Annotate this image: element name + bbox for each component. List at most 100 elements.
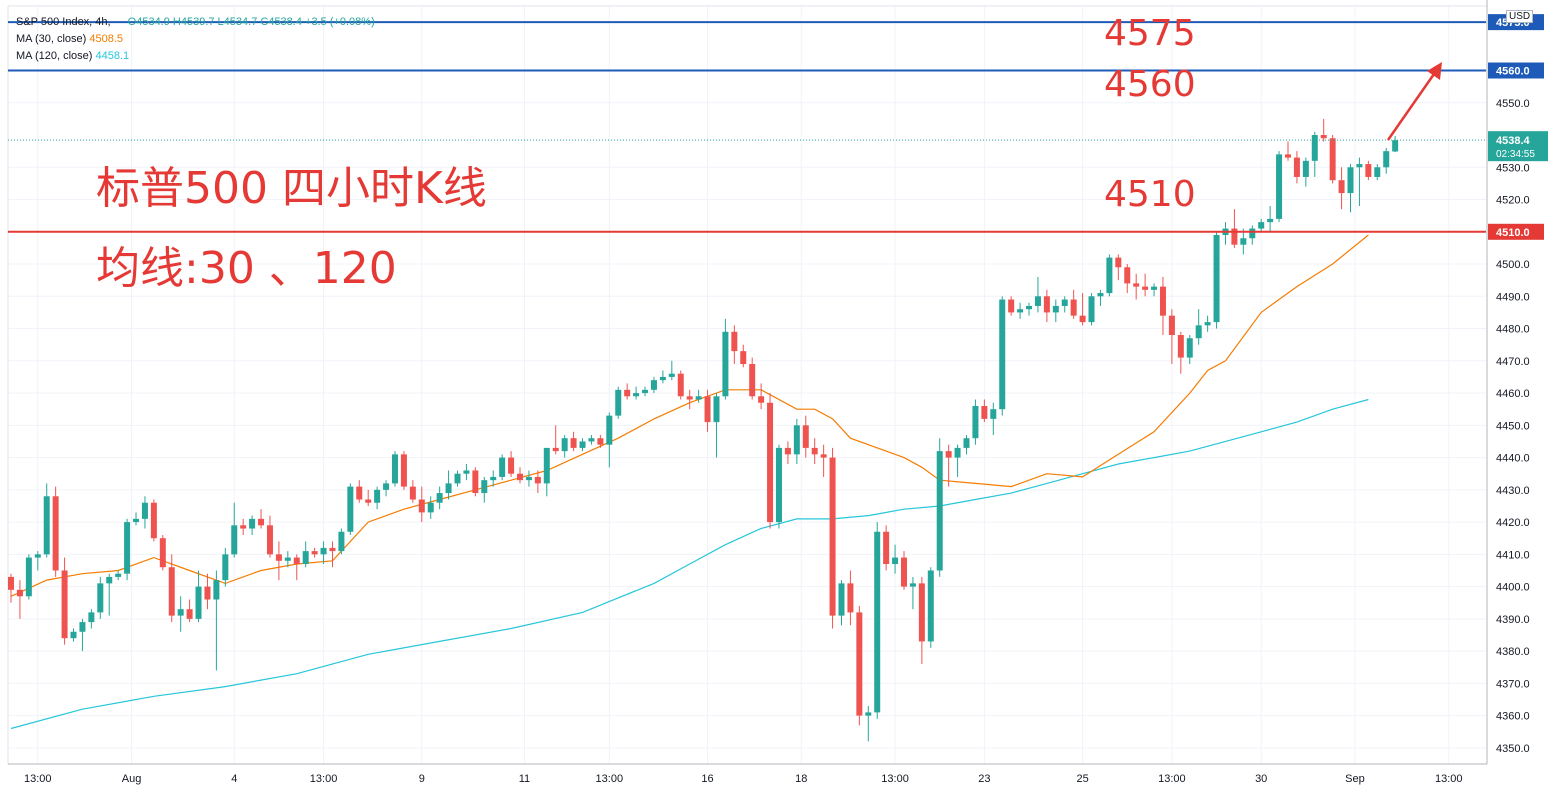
annotation-4510: 4510 (1104, 174, 1196, 215)
candle-body (775, 447, 782, 523)
candle (1347, 164, 1354, 213)
candle (133, 512, 140, 526)
candle-body (999, 299, 1006, 410)
candle-body (1026, 305, 1033, 310)
candle-body (436, 493, 443, 503)
candle-body (391, 454, 398, 484)
candle-body (1258, 222, 1265, 229)
countdown-label: 02:34:55 (1496, 149, 1535, 160)
candle-body (749, 364, 756, 397)
candle-body (231, 525, 238, 555)
plot-frame (7, 5, 1488, 765)
candle (570, 431, 577, 452)
candle (258, 509, 265, 529)
candle-body (659, 376, 666, 381)
candle-body (195, 586, 202, 619)
candle (240, 518, 247, 535)
ma30-path (10, 234, 1369, 597)
trend-arrow-icon (1386, 62, 1442, 141)
price-tick-label: 4500.0 (1496, 259, 1530, 271)
candle (1017, 302, 1024, 319)
candle-body (222, 554, 229, 581)
candle (1392, 135, 1399, 153)
candle-body (1293, 157, 1300, 177)
time-tick-label: 30 (1255, 773, 1267, 785)
price-levels (8, 21, 1486, 233)
candle (784, 441, 791, 465)
legend-ma30-row[interactable]: MA (30, close) 4508.5 (16, 31, 375, 48)
candle-body (597, 438, 604, 445)
candle-body (400, 454, 407, 487)
candle (97, 576, 104, 619)
candle (338, 528, 345, 555)
legend-ma120-row[interactable]: MA (120, close) 4458.1 (16, 48, 375, 65)
candle-body (936, 451, 943, 571)
candle (1106, 254, 1113, 297)
candle (25, 554, 32, 600)
candle (1267, 205, 1274, 232)
candle (1186, 335, 1193, 365)
time-tick-label: 18 (795, 773, 807, 785)
candle (231, 502, 238, 558)
candle (1320, 118, 1327, 142)
candle (597, 434, 604, 448)
last-price-tag (1488, 131, 1548, 162)
candle-body (1177, 335, 1184, 358)
price-tick-label: 4480.0 (1496, 324, 1530, 336)
price-tick-label: 4430.0 (1496, 485, 1530, 497)
candle (8, 573, 14, 603)
candle-body (838, 583, 845, 616)
price-axis[interactable]: 4350.0 4360.0 4370.0 4380.0 4390.0 4400.0 4410… (1486, 0, 1559, 792)
candle (472, 467, 479, 497)
candle (1276, 151, 1283, 223)
candle-body (1392, 140, 1399, 152)
candle (624, 383, 631, 400)
candle-body (954, 447, 961, 458)
candle (999, 296, 1006, 416)
candle-body (8, 576, 14, 590)
candle-body (847, 583, 854, 613)
candle-body (365, 499, 372, 503)
candle-body (972, 405, 979, 439)
candle (1329, 135, 1336, 184)
candle-body (1097, 293, 1104, 297)
candle-body (347, 486, 354, 532)
candle-body (1284, 154, 1291, 158)
annotation-subtitle: 均线:30 、120 (96, 243, 397, 294)
candle (606, 412, 613, 468)
candle-body (177, 609, 184, 616)
candle (543, 447, 550, 497)
candle-body (740, 351, 747, 365)
candle (52, 486, 59, 577)
candle-body (88, 612, 95, 623)
price-tick-label: 4530.0 (1496, 162, 1530, 174)
candle-body (552, 447, 559, 452)
candle (1240, 228, 1247, 255)
price-tick-label: 4400.0 (1496, 582, 1530, 594)
candle (954, 444, 961, 477)
time-tick-label: 23 (978, 773, 990, 785)
candle (150, 499, 157, 542)
candle (963, 434, 970, 455)
candle (1311, 131, 1318, 177)
legend-ma30-value: 4508.5 (89, 33, 124, 45)
candle (856, 605, 863, 726)
candle (409, 480, 416, 503)
candle-body (1365, 164, 1372, 177)
currency-badge[interactable]: USD (1506, 10, 1534, 23)
candle (284, 551, 291, 568)
candle-body (186, 609, 193, 619)
candle (668, 360, 675, 381)
candle-body (499, 457, 506, 477)
candle (1356, 157, 1363, 206)
candle (1008, 296, 1015, 316)
time-axis[interactable]: 13:00 Aug 4 13:00 9 11 13:00 16 18 13:00 23 25 13:00… (8, 763, 1487, 785)
candle-body (927, 570, 934, 642)
price-tick-label: 4450.0 (1496, 420, 1530, 432)
candle-body (1231, 228, 1238, 245)
candle (463, 464, 470, 481)
candle-body (418, 499, 425, 513)
candle (1151, 283, 1158, 297)
candle (1383, 147, 1390, 174)
candle (16, 580, 23, 619)
